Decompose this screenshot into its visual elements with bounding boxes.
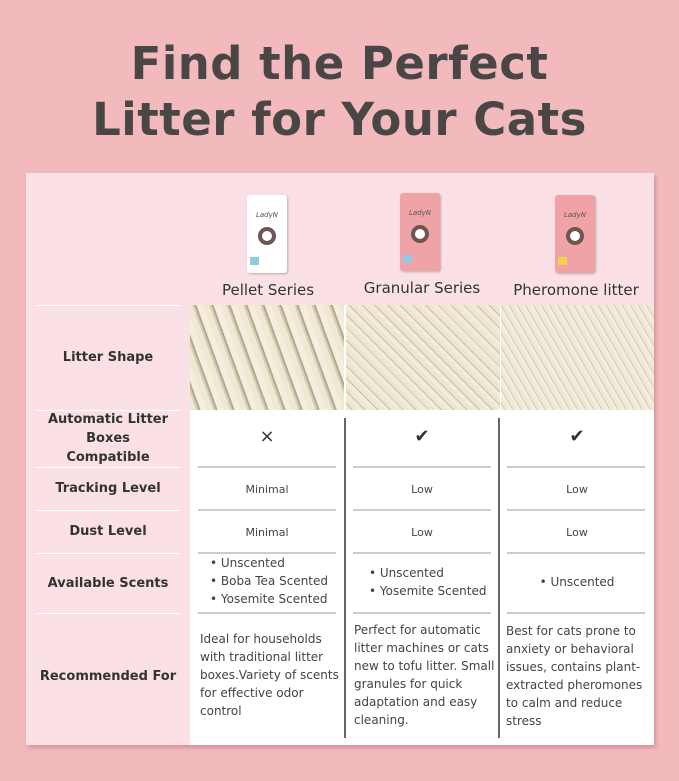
granular-scents: • Unscented • Yosemite Scented [369,564,486,600]
pellet-dust: Minimal [245,525,289,539]
label-litter-shape: Litter Shape [62,350,154,365]
brand-logo: LadyN [255,211,278,219]
brand-logo: LadyN [408,209,431,217]
pheromone-tracking: Low [566,482,588,496]
pheromone-dust: Low [566,525,588,539]
brand-logo: LadyN [563,211,586,219]
divider [507,612,645,614]
pellet-recommendation: Ideal for households with traditional li… [200,632,339,718]
scent-item: • Yosemite Scented [210,592,328,606]
page-title: Find the Perfect Litter for Your Cats [0,36,679,148]
cat-face-icon [566,227,584,245]
x-mark-icon: × [259,426,275,447]
divider [198,612,336,614]
granular-dust: Low [411,525,433,539]
divider [36,305,180,306]
scent-item: • Boba Tea Scented [210,574,329,588]
label-recommended: Recommended For [39,668,177,684]
divider [36,410,180,411]
comparison-table: Litter Shape Automatic Litter Boxes Comp… [26,173,654,745]
pheromone-litter-image [501,305,654,410]
check-mark-icon: ✔ [569,426,585,447]
pellet-scents: • Unscented • Boba Tea Scented • Yosemit… [210,554,328,608]
divider [353,466,491,468]
cat-face-icon [258,227,276,245]
pheromone-package-image: LadyN [555,195,595,273]
pellet-package-image: LadyN [247,195,287,273]
divider [353,612,491,614]
divider [36,613,180,614]
row-label-column [26,173,190,745]
divider [198,552,336,554]
product-name-pheromone: Pheromone litter [513,281,639,299]
pheromone-scents: • Unscented [500,573,654,591]
cat-face-icon [411,225,429,243]
divider [353,552,491,554]
divider [36,467,180,468]
label-tracking: Tracking Level [55,481,161,496]
divider [198,509,336,511]
granular-litter-image [346,305,500,410]
label-tag [558,257,567,265]
pellet-tracking: Minimal [245,482,289,496]
divider [353,509,491,511]
scent-item: • Unscented [539,575,615,589]
product-name-granular: Granular Series [363,279,481,297]
label-text: Automatic Litter Boxes [47,412,169,446]
divider [36,553,180,554]
label-text: Compatible [66,450,150,465]
granular-recommendation: Perfect for automatic litter machines or… [354,623,495,727]
check-mark-icon: ✔ [414,426,430,447]
scent-item: • Unscented [210,556,285,570]
granular-package-image: LadyN [400,193,440,271]
column-divider [344,418,346,738]
pellet-litter-image [190,305,344,410]
divider [507,552,645,554]
granular-tracking: Low [411,482,433,496]
product-name-pellet: Pellet Series [221,281,315,299]
divider [36,510,180,511]
pheromone-recommendation: Best for cats prone to anxiety or behavi… [506,624,643,728]
title-line-2: Litter for Your Cats [92,93,587,146]
label-dust: Dust Level [69,524,147,539]
label-tag [250,257,259,265]
title-line-1: Find the Perfect [130,37,549,90]
scent-item: • Yosemite Scented [369,584,487,598]
column-divider [498,418,500,738]
divider [507,466,645,468]
label-tag [403,255,412,263]
label-auto-compatible: Automatic Litter Boxes Compatible [30,410,186,467]
scent-item: • Unscented [369,566,444,580]
divider [507,509,645,511]
label-scents: Available Scents [47,575,169,591]
divider [198,466,336,468]
